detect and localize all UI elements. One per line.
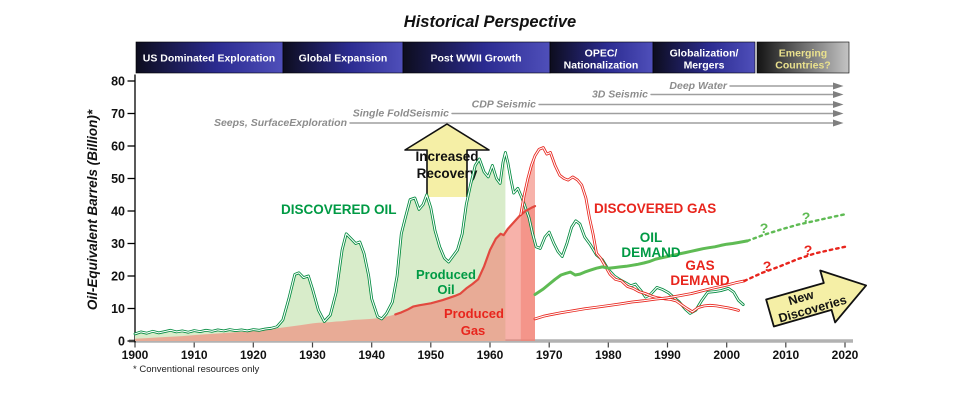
produced-oil-label: Oil <box>437 282 454 297</box>
x-tick-label: 1940 <box>358 348 385 362</box>
x-tick-label: 1980 <box>595 348 622 362</box>
y-tick-label: 60 <box>111 140 125 154</box>
discovered-gas-label: DISCOVERED GAS <box>594 201 716 216</box>
x-tick-label: 1930 <box>299 348 326 362</box>
era-label: Globalization/ <box>670 48 739 60</box>
curve-oil-demand <box>533 239 749 296</box>
x-tick-marks <box>134 342 846 348</box>
tech-label-cdp-seismic: CDP Seismic <box>472 99 537 111</box>
x-tick-label: 2010 <box>772 348 799 362</box>
new-discoveries-arrow: New Discoveries <box>765 269 868 328</box>
x-tick-label: 1960 <box>477 348 504 362</box>
right-arrow-icon <box>765 269 868 328</box>
oil-demand-label: OIL <box>640 230 663 245</box>
era-label: Post WWII Growth <box>431 53 522 65</box>
oil-projection-question-mark: ? <box>802 209 811 225</box>
curve-discovered-gas-highlight <box>520 147 740 313</box>
oil-projection-question-mark: ? <box>760 220 769 236</box>
x-tick-label: 1990 <box>654 348 681 362</box>
chart-curves <box>133 146 847 336</box>
era-band: US Dominated Exploration Global Expansio… <box>135 41 850 74</box>
curve-produced <box>394 205 537 316</box>
era-segment-opec <box>549 41 654 74</box>
era-segment-globalization <box>652 41 756 74</box>
up-arrow-icon <box>404 123 490 197</box>
oil-demand-label: DEMAND <box>621 245 680 260</box>
x-tick-label: 1910 <box>181 348 208 362</box>
era-label: US Dominated Exploration <box>143 53 275 65</box>
right-arrowhead-icon <box>833 82 844 90</box>
footnote: * Conventional resources only <box>133 364 259 375</box>
tech-label-deep-water: Deep Water <box>669 80 727 92</box>
y-tick-label: 40 <box>111 205 125 219</box>
y-axis-title: Oil-Equivalent Barrels (Billion)* <box>85 109 100 310</box>
y-tick-label: 0 <box>118 335 125 349</box>
era-segment-global-expansion <box>282 41 404 74</box>
curve-gas-demand-projection <box>743 245 847 283</box>
y-tick-label: 10 <box>111 302 125 316</box>
x-tick-label: 2020 <box>832 348 859 362</box>
increased-recovery-label: Recovery <box>417 166 478 181</box>
era-label: Countries? <box>775 60 830 72</box>
curve-labels: DISCOVERED OIL Produced Oil Produced Gas… <box>281 201 812 338</box>
curve-discovered-oil-highlight <box>134 151 744 335</box>
era-segment-us-dominated <box>135 41 284 74</box>
tech-label-single-fold-seismic: Single FoldSeismic <box>353 108 449 120</box>
y-tick-label: 70 <box>111 107 125 121</box>
era-label: Global Expansion <box>299 53 388 65</box>
x-tick-label: 1900 <box>122 348 149 362</box>
gas-demand-label: GAS <box>685 258 714 273</box>
y-tick-label: 20 <box>111 270 125 284</box>
curve-oil-demand-projection <box>746 213 847 243</box>
x-tick-label: 2000 <box>713 348 740 362</box>
technology-arrows: Deep Water 3D Seismic CDP Seismic Single… <box>214 80 844 129</box>
tech-label-3d-seismic: 3D Seismic <box>592 89 648 101</box>
right-arrowhead-icon <box>833 110 844 117</box>
era-label: Emerging <box>779 48 827 60</box>
x-tick-label: 1950 <box>417 348 444 362</box>
y-tick-marks <box>127 80 135 342</box>
y-tick-label: 50 <box>111 172 125 186</box>
produced-oil-label: Produced <box>416 267 476 282</box>
increased-recovery-label: Increased <box>415 149 478 164</box>
new-discoveries-label: New <box>787 288 816 309</box>
y-tick-label: 80 <box>111 75 125 89</box>
era-segment-emerging <box>756 41 850 74</box>
discovered-oil-label: DISCOVERED OIL <box>281 202 397 217</box>
right-arrowhead-icon <box>833 91 844 98</box>
curve-gas-demand-highlight <box>534 280 745 320</box>
right-arrowhead-icon <box>833 101 844 108</box>
gas-demand-label: DEMAND <box>670 273 729 288</box>
gas-projection-question-mark: ? <box>763 258 772 274</box>
era-label: OPEC/ <box>585 48 618 60</box>
produced-gas-label: Gas <box>461 323 486 338</box>
era-label: Mergers <box>684 60 725 72</box>
x-tick-label: 1970 <box>536 348 563 362</box>
x-tick-label: 1920 <box>240 348 267 362</box>
increased-recovery-arrow: Increased Recovery <box>404 123 490 197</box>
era-segment-post-wwii <box>402 41 551 74</box>
gas-projection-question-mark: ? <box>804 242 813 258</box>
era-label: Nationalization <box>564 60 639 72</box>
page-title: Historical Perspective <box>404 13 576 31</box>
tech-label-seeps-surface: Seeps, SurfaceExploration <box>214 117 347 129</box>
produced-gas-label: Produced <box>444 306 504 321</box>
y-tick-label: 30 <box>111 237 125 251</box>
right-arrowhead-icon <box>833 119 844 127</box>
area-produced <box>135 206 535 341</box>
